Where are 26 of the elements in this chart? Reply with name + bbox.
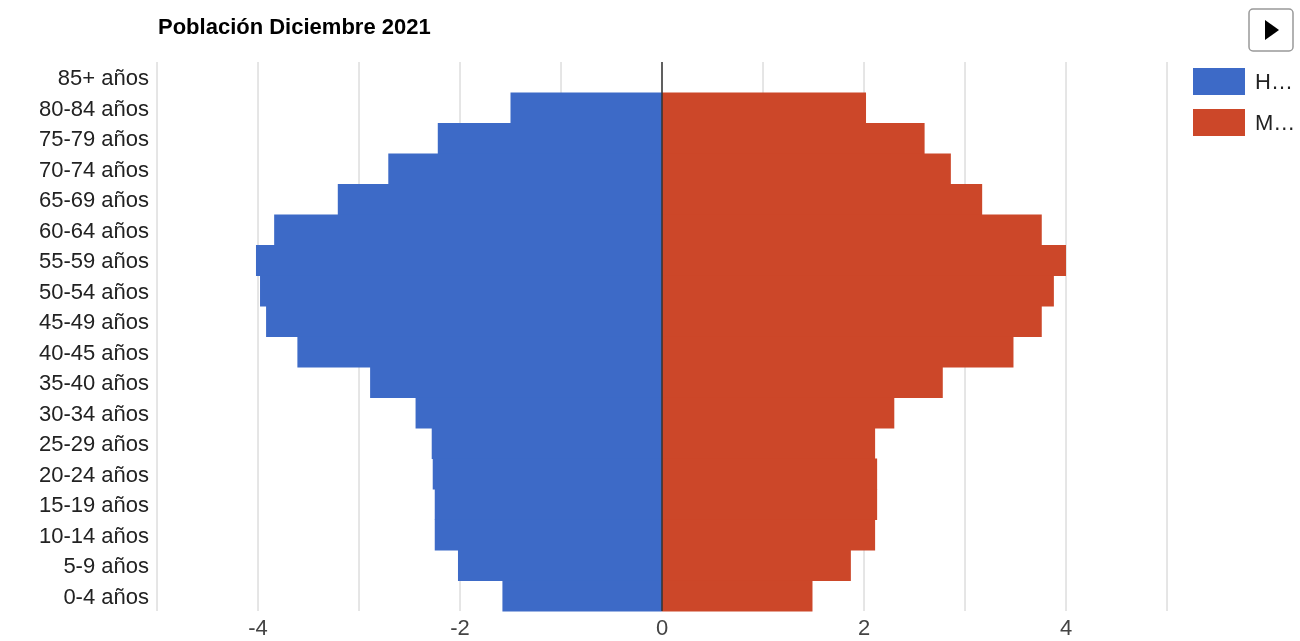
y-tick-label: 65-69 años xyxy=(38,187,149,213)
y-tick-label: 75-79 años xyxy=(38,126,149,152)
y-tick-label: 5-9 años xyxy=(63,553,149,579)
y-tick-label: 40-45 años xyxy=(38,339,149,365)
y-tick-label: 60-64 años xyxy=(38,217,149,243)
chart-title: Población Diciembre 2021 xyxy=(158,14,431,40)
y-tick-label: 70-74 años xyxy=(38,156,149,182)
legend-label: M… xyxy=(1255,109,1296,136)
y-tick-label: 80-84 años xyxy=(38,95,149,121)
legend-label: H… xyxy=(1255,68,1293,95)
x-tick-label: -4 xyxy=(248,614,268,640)
y-tick-label: 55-59 años xyxy=(38,248,149,274)
y-tick-label: 30-34 años xyxy=(38,400,149,426)
y-tick-label: 15-19 años xyxy=(38,492,149,518)
y-tick-label: 20-24 años xyxy=(38,461,149,487)
y-tick-label: 85+ años xyxy=(57,65,149,91)
y-tick-label: 45-49 años xyxy=(38,309,149,335)
x-tick-label: 4 xyxy=(1059,614,1073,640)
y-tick-label: 35-40 años xyxy=(38,370,149,396)
y-tick-label: 25-29 años xyxy=(38,431,149,457)
y-tick-label: 0-4 años xyxy=(63,583,149,609)
y-tick-label: 10-14 años xyxy=(38,522,149,548)
x-tick-label: 2 xyxy=(857,614,871,640)
y-tick-label: 50-54 años xyxy=(38,278,149,304)
x-tick-label: 0 xyxy=(655,614,669,640)
x-tick-label: -2 xyxy=(450,614,470,640)
